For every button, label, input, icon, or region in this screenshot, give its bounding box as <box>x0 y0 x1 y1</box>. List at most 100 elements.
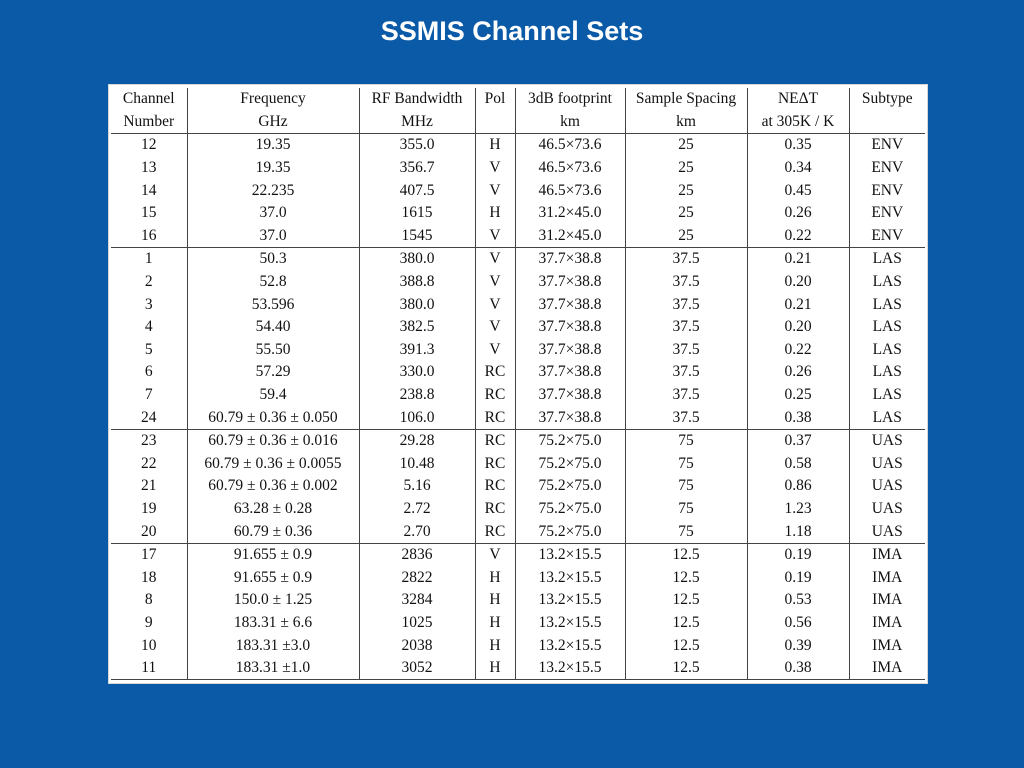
cell-nedt: 0.58 <box>746 452 849 476</box>
cell-frequency: 54.40 <box>186 315 359 339</box>
header-row-2: Number GHz MHz km km at 305K / K <box>111 110 925 135</box>
cell-channel-number: 2 <box>144 273 153 291</box>
cell-frequency: 59.4 <box>186 383 359 407</box>
header-channel: Channel <box>122 90 175 108</box>
header-pol-unit <box>474 110 515 135</box>
cell-footprint: 37.7×38.8 <box>514 383 625 407</box>
table-row: 5 55.50 391.3 V 37.7×38.8 37.5 0.22 LAS <box>111 338 925 362</box>
cell-sample-spacing: 12.5 <box>624 611 747 635</box>
cell-polarization: H <box>474 611 515 635</box>
table-row: 14 22.235 407.5 V 46.5×73.6 25 0.45 ENV <box>111 179 925 202</box>
cell-polarization: RC <box>474 361 515 384</box>
cell-polarization: H <box>474 201 515 225</box>
cell-frequency: 50.3 <box>186 247 359 271</box>
cell-polarization: H <box>474 133 515 157</box>
cell-channel-number: 24 <box>141 408 157 426</box>
cell-sample-spacing: 12.5 <box>624 566 747 590</box>
cell-channel-number: 14 <box>141 181 157 199</box>
cell-subtype: LAS <box>848 383 925 407</box>
cell-polarization: V <box>474 270 515 294</box>
cell-subtype: ENV <box>848 156 925 180</box>
header-footprint: 3dB footprint <box>514 88 625 111</box>
cell-polarization: V <box>474 156 515 180</box>
cell-channel-number: 19 <box>141 499 157 517</box>
table-row: 18 91.655 ± 0.9 2822 H 13.2×15.5 12.5 0.19 IMA <box>111 566 925 590</box>
cell-subtype: LAS <box>848 361 925 384</box>
cell-sample-spacing: 75 <box>624 520 747 544</box>
table-row: 8 150.0 ± 1.25 3284 H 13.2×15.5 12.5 0.53 IMA <box>111 589 925 612</box>
cell-polarization: RC <box>474 383 515 407</box>
cell-subtype: IMA <box>848 656 925 681</box>
cell-rf-bandwidth: 2038 <box>358 634 475 657</box>
cell-channel-number: 3 <box>144 295 153 313</box>
cell-sample-spacing: 12.5 <box>624 634 747 657</box>
cell-sample-spacing: 37.5 <box>624 293 747 316</box>
cell-polarization: RC <box>474 428 515 453</box>
cell-nedt: 0.34 <box>746 156 849 180</box>
cell-frequency: 19.35 <box>186 156 359 180</box>
cell-sample-spacing: 12.5 <box>624 656 747 681</box>
cell-rf-bandwidth: 391.3 <box>358 338 475 362</box>
cell-sample-spacing: 37.5 <box>624 247 747 271</box>
cell-frequency: 57.29 <box>186 361 359 384</box>
cell-polarization: V <box>474 293 515 316</box>
table-row: 19 63.28 ± 0.28 2.72 RC 75.2×75.0 75 1.23 UAS <box>111 497 925 521</box>
cell-subtype: IMA <box>848 611 925 635</box>
cell-frequency: 60.79 ± 0.36 ± 0.002 <box>186 475 359 498</box>
cell-sample-spacing: 25 <box>624 133 747 157</box>
table-row: 23 60.79 ± 0.36 ± 0.016 29.28 RC 75.2×75.0 75… <box>111 428 925 453</box>
table-row: 9 183.31 ± 6.6 1025 H 13.2×15.5 12.5 0.56 IMA <box>111 611 925 635</box>
cell-rf-bandwidth: 1025 <box>358 611 475 635</box>
cell-sample-spacing: 37.5 <box>624 270 747 294</box>
cell-rf-bandwidth: 238.8 <box>358 383 475 407</box>
table-row: 13 19.35 356.7 V 46.5×73.6 25 0.34 ENV <box>111 156 925 180</box>
cell-rf-bandwidth: 2.70 <box>358 520 475 544</box>
cell-frequency: 19.35 <box>186 133 359 157</box>
slide-title: SSMIS Channel Sets <box>380 16 644 46</box>
cell-nedt: 0.38 <box>746 406 849 430</box>
cell-sample-spacing: 25 <box>624 201 747 225</box>
cell-rf-bandwidth: 29.28 <box>358 428 475 453</box>
cell-footprint: 37.7×38.8 <box>514 247 625 271</box>
cell-rf-bandwidth: 388.8 <box>358 270 475 294</box>
cell-rf-bandwidth: 2822 <box>358 566 475 590</box>
cell-nedt: 0.39 <box>746 634 849 657</box>
cell-sample-spacing: 75 <box>624 475 747 498</box>
cell-nedt: 0.19 <box>746 566 849 590</box>
cell-footprint: 75.2×75.0 <box>514 428 625 453</box>
cell-footprint: 37.7×38.8 <box>514 293 625 316</box>
header-sample-spacing: Sample Spacing <box>624 88 747 111</box>
cell-subtype: IMA <box>848 634 925 657</box>
header-frequency: Frequency <box>186 88 359 111</box>
cell-channel-number: 16 <box>141 226 157 244</box>
table-body: 12 19.35 355.0 H 46.5×73.6 25 0.35 ENV 13 19.35 35… <box>111 133 925 681</box>
cell-sample-spacing: 37.5 <box>624 315 747 339</box>
header-row-1: Channel Frequency RF Bandwidth Pol 3dB f… <box>111 88 925 111</box>
cell-footprint: 37.7×38.8 <box>514 338 625 362</box>
cell-nedt: 0.38 <box>746 656 849 681</box>
cell-sample-spacing: 37.5 <box>624 361 747 384</box>
cell-frequency: 55.50 <box>186 338 359 362</box>
cell-channel-number: 1 <box>111 247 187 271</box>
header-subtype-unit <box>848 110 925 135</box>
cell-rf-bandwidth: 2.72 <box>358 497 475 521</box>
cell-subtype: IMA <box>848 542 925 567</box>
cell-frequency: 183.31 ±1.0 <box>186 656 359 681</box>
cell-footprint: 37.7×38.8 <box>514 361 625 384</box>
table-row: 7 59.4 238.8 RC 37.7×38.8 37.5 0.25 LAS <box>111 383 925 407</box>
cell-channel-number: 18 <box>141 568 157 586</box>
cell-sample-spacing: 75 <box>624 497 747 521</box>
cell-subtype: LAS <box>848 315 925 339</box>
cell-frequency: 183.31 ±3.0 <box>186 634 359 657</box>
cell-rf-bandwidth: 10.48 <box>358 452 475 476</box>
header-footprint-unit: km <box>514 110 625 135</box>
header-pol: Pol <box>474 88 515 111</box>
table-row: 17 91.655 ± 0.9 2836 V 13.2×15.5 12.5 0.19 IMA <box>111 542 925 567</box>
cell-footprint: 31.2×45.0 <box>514 201 625 225</box>
cell-sample-spacing: 12.5 <box>624 542 747 567</box>
cell-rf-bandwidth: 382.5 <box>358 315 475 339</box>
cell-rf-bandwidth: 5.16 <box>358 475 475 498</box>
cell-footprint: 13.2×15.5 <box>514 634 625 657</box>
cell-channel-number: 13 <box>141 159 157 177</box>
cell-subtype: LAS <box>848 338 925 362</box>
